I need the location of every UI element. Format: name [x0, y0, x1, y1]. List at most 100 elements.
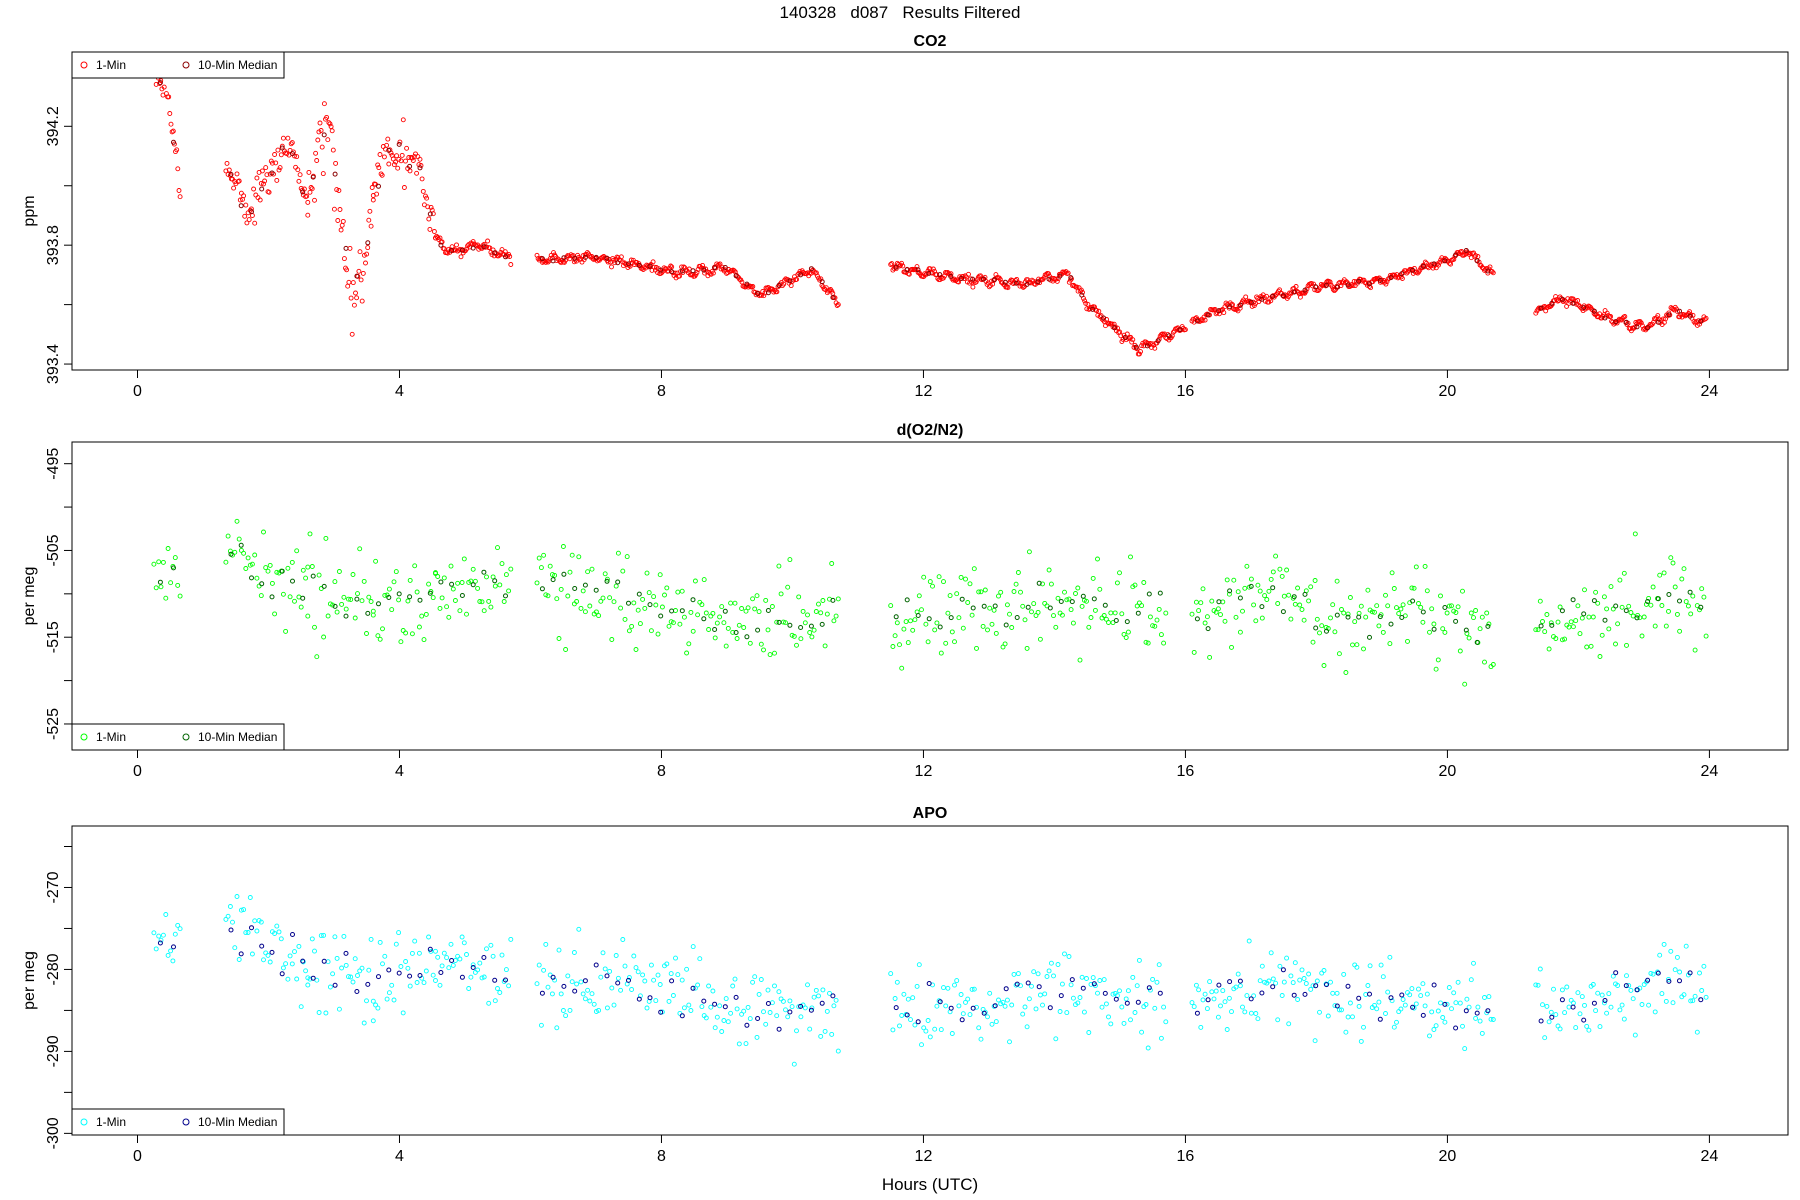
point-10min-median — [904, 1012, 910, 1018]
point-1min — [1446, 603, 1452, 609]
point-1min — [177, 593, 183, 599]
point-10min-median — [1227, 588, 1233, 594]
point-10min-median — [1453, 252, 1459, 258]
point-10min-median — [1080, 593, 1086, 599]
point-1min — [686, 641, 692, 647]
point-1min — [1115, 325, 1120, 331]
point-1min — [1641, 326, 1646, 332]
point-1min — [1666, 976, 1671, 982]
point-1min — [477, 960, 483, 966]
point-10min-median — [819, 279, 825, 285]
point-10min-median — [539, 256, 545, 262]
point-10min-median — [550, 258, 556, 264]
point-1min — [151, 930, 157, 936]
point-1min — [306, 169, 312, 175]
point-1min — [370, 197, 376, 203]
point-1min — [554, 596, 560, 602]
point-1min — [1215, 606, 1221, 612]
point-1min — [341, 256, 347, 262]
point-1min — [602, 966, 608, 972]
point-1min — [805, 612, 810, 618]
point-1min — [407, 983, 413, 989]
point-1min — [1575, 298, 1581, 303]
point-1min — [890, 644, 896, 649]
point-1min — [1108, 610, 1114, 616]
point-10min-median — [959, 1017, 965, 1023]
point-10min-median — [658, 1009, 664, 1015]
point-1min — [1674, 954, 1680, 960]
point-1min — [1358, 1038, 1364, 1044]
point-10min-median — [492, 250, 498, 256]
point-1min — [1659, 603, 1665, 608]
point-1min — [332, 579, 338, 585]
point-1min — [1136, 351, 1142, 357]
point-1min — [1119, 1004, 1125, 1010]
point-1min — [991, 607, 997, 613]
point-1min — [1440, 1015, 1446, 1020]
point-1min — [495, 986, 500, 991]
point-1min — [1202, 991, 1208, 997]
point-1min — [1413, 564, 1419, 570]
point-1min — [1141, 580, 1147, 585]
point-1min — [1248, 1010, 1254, 1016]
point-10min-median — [238, 542, 244, 548]
point-1min — [418, 163, 424, 168]
point-1min — [1473, 1015, 1479, 1021]
point-1min — [263, 165, 269, 171]
point-1min — [1477, 626, 1483, 632]
point-10min-median — [615, 579, 621, 585]
point-1min — [958, 574, 964, 580]
point-1min — [420, 188, 426, 194]
point-1min — [1383, 281, 1389, 287]
point-1min — [395, 165, 401, 171]
point-1min — [1257, 978, 1263, 984]
point-10min-median — [238, 951, 244, 957]
point-1min — [772, 983, 777, 989]
point-1min — [1398, 1006, 1404, 1012]
point-10min-median — [376, 183, 381, 189]
point-1min — [1343, 670, 1349, 675]
point-1min — [908, 1017, 913, 1023]
point-1min — [997, 276, 1003, 282]
point-1min — [1624, 973, 1629, 979]
point-1min — [730, 983, 736, 989]
point-1min — [1440, 626, 1446, 632]
point-1min — [1482, 995, 1487, 1000]
point-1min — [468, 974, 474, 980]
point-10min-median — [776, 282, 782, 288]
point-1min — [763, 1021, 769, 1027]
point-10min-median — [690, 597, 696, 603]
point-10min-median — [1613, 603, 1619, 609]
point-1min — [1590, 614, 1596, 620]
point-1min — [370, 612, 376, 618]
point-10min-median — [259, 943, 265, 949]
point-10min-median — [808, 266, 814, 272]
point-1min — [1630, 996, 1636, 1002]
legend-box — [71, 723, 285, 751]
point-1min — [1046, 567, 1052, 573]
point-1min — [772, 650, 777, 656]
point-1min — [1191, 1004, 1197, 1010]
point-1min — [714, 620, 720, 626]
point-1min — [1235, 971, 1241, 977]
point-1min — [464, 611, 469, 617]
point-1min — [787, 557, 793, 563]
point-1min — [668, 263, 674, 269]
point-1min — [253, 192, 259, 198]
point-1min — [827, 287, 832, 293]
point-10min-median — [679, 608, 685, 614]
point-1min — [1444, 610, 1450, 616]
point-1min — [285, 565, 291, 571]
point-10min-median — [1101, 315, 1107, 321]
point-1min — [1457, 648, 1463, 654]
point-1min — [1597, 311, 1603, 317]
point-10min-median — [1014, 615, 1020, 620]
point-1min — [1374, 603, 1380, 609]
point-10min-median — [893, 264, 899, 270]
point-10min-median — [1057, 273, 1063, 279]
point-1min — [272, 931, 278, 936]
point-1min — [264, 172, 270, 178]
point-1min — [1487, 264, 1493, 270]
point-1min — [919, 607, 924, 613]
point-1min — [565, 973, 571, 979]
